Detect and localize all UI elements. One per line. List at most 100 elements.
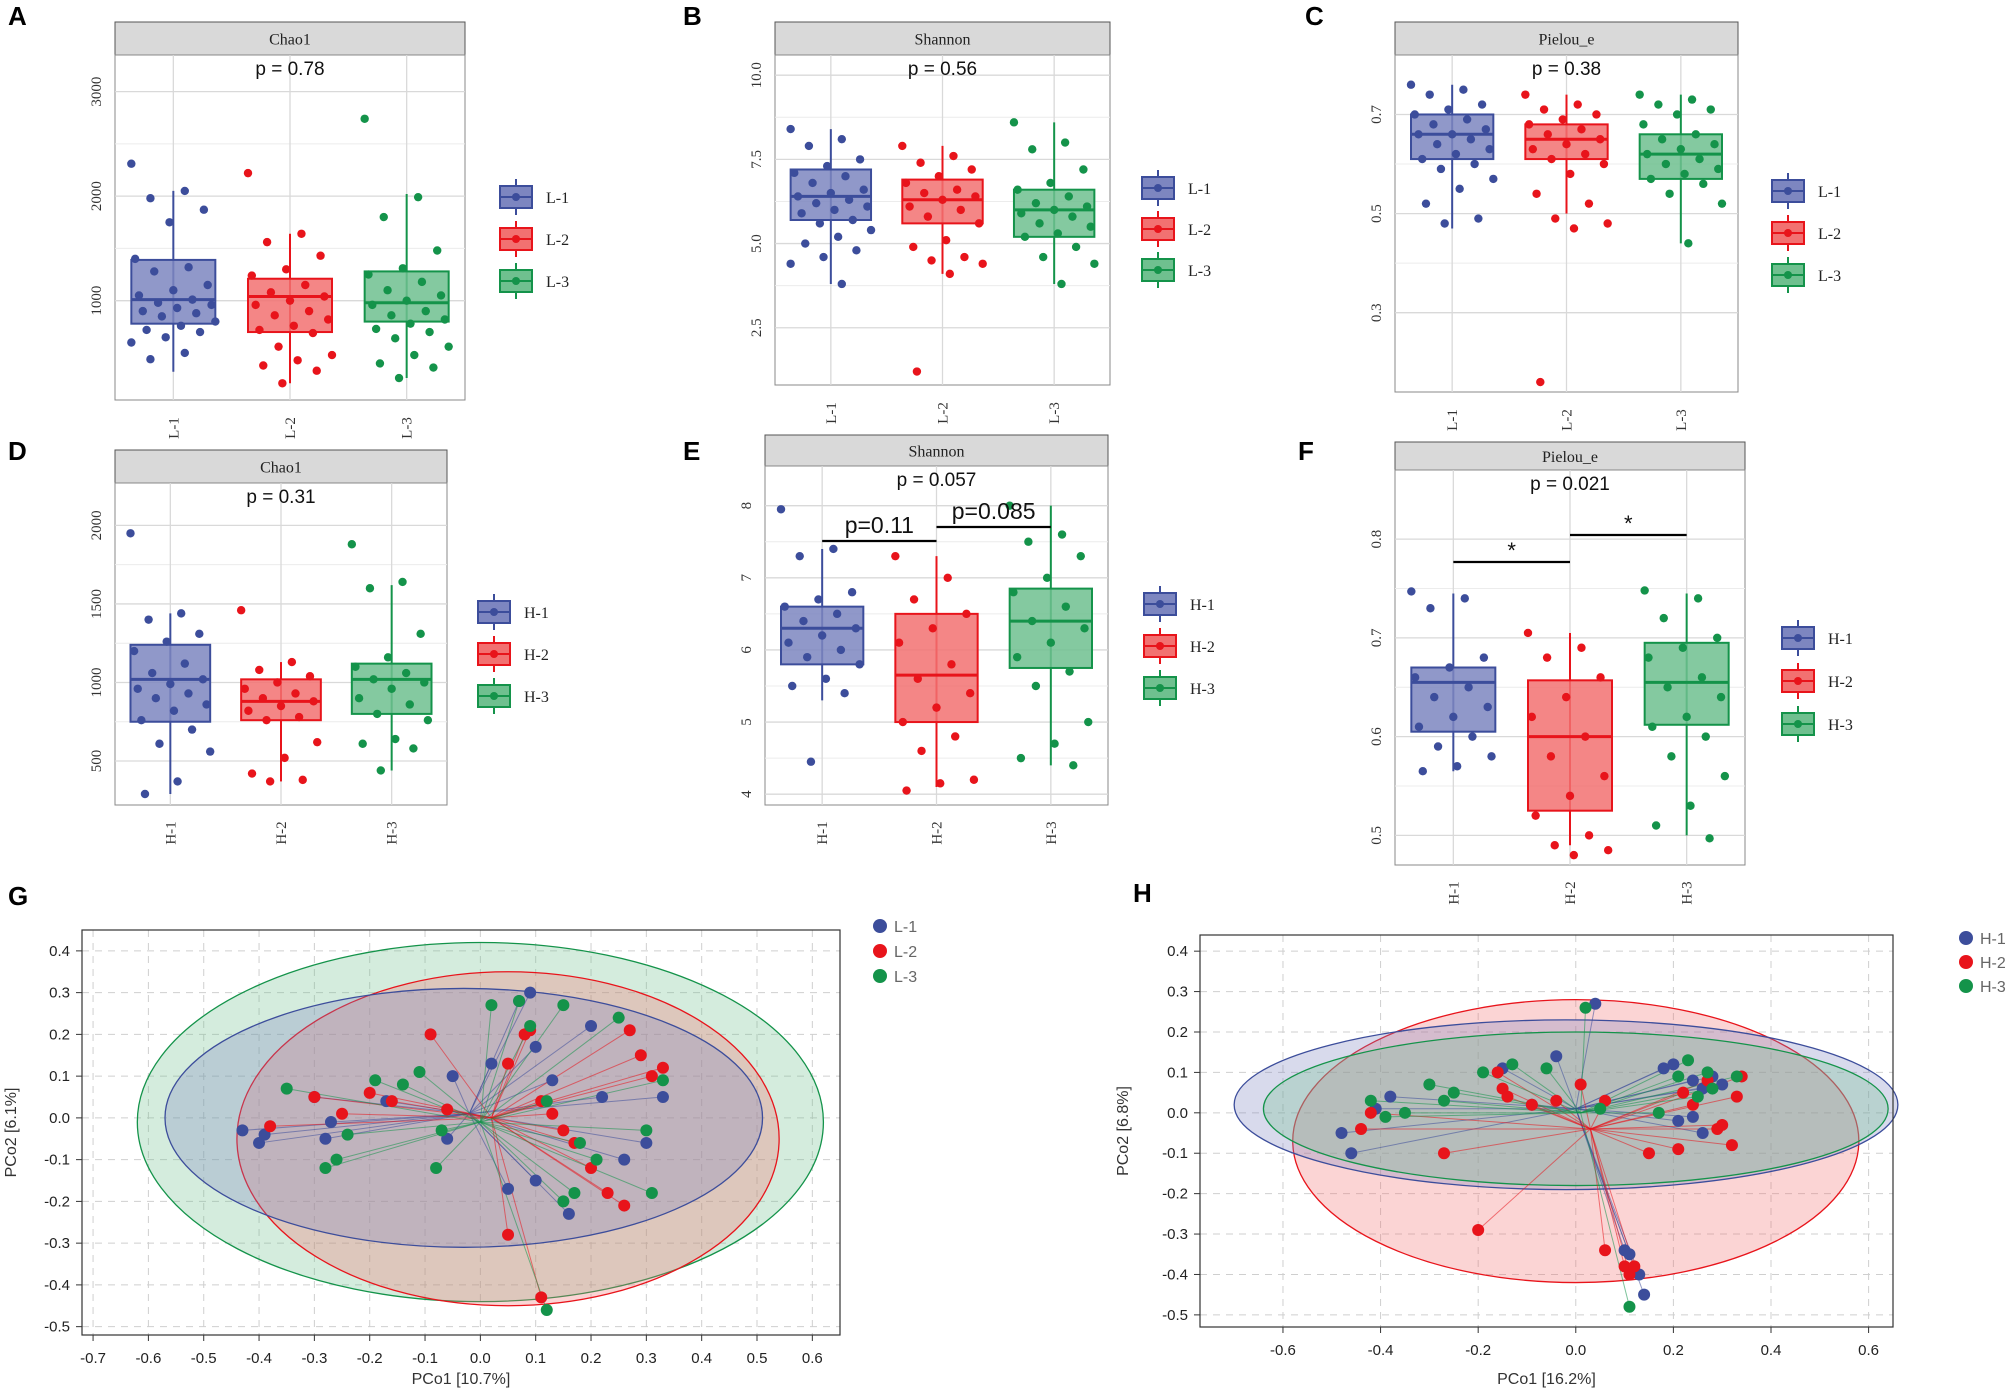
y-tick-label: -0.3 [44,1235,70,1252]
legend-label: L-2 [894,944,917,961]
x-tick-label: L-3 [400,417,416,439]
data-point [1423,1078,1436,1091]
data-point [1536,377,1545,387]
data-point [297,229,306,238]
spoke-line [491,1075,653,1119]
data-point [1594,1102,1607,1115]
data-point [795,551,804,561]
data-point [291,689,300,698]
legend-label: H-3 [524,689,549,706]
y-tick-label: 8 [739,502,755,510]
legend-dot [512,235,520,243]
y-tick-label: -0.1 [1162,1145,1188,1162]
data-point [866,225,876,235]
data-point [618,1199,631,1212]
data-point [1561,692,1571,702]
data-point [413,1065,426,1078]
box [247,277,333,334]
data-point [1012,652,1022,662]
data-point [273,678,282,687]
data-point [364,270,373,279]
data-point [1565,791,1575,801]
y-tick-label: 0.5 [1369,204,1385,223]
spoke-line [441,1121,481,1131]
spoke-line [1370,1100,1581,1114]
legend: L-1 L-2 L-3 [499,179,569,299]
data-point [1716,1078,1729,1091]
data-point [1057,530,1067,539]
data-point [127,159,136,168]
legend-item-l-1: L-1 [1771,173,1841,209]
legend-label: L-1 [1188,181,1211,198]
data-point [905,202,914,211]
data-point [830,205,839,215]
data-point [913,674,922,683]
data-point [130,254,140,264]
spoke-line [1589,1128,1606,1251]
points-h-1 [126,529,215,799]
data-point [1086,222,1095,231]
data-point [1065,667,1074,676]
spoke-line [264,1113,470,1136]
data-point [821,674,831,683]
legend-dot [1959,955,1973,969]
data-point [1654,100,1663,109]
legend: L-1 L-2 L-3 [1771,173,1841,293]
data-point [1642,149,1652,159]
facet-strip [1394,441,1746,471]
data-point [826,188,836,198]
data-point [1713,633,1722,643]
spoke-line [1590,1080,1708,1130]
data-point [1028,145,1037,154]
data-point [952,185,962,194]
box-h-2 [240,662,322,782]
data-point [259,361,268,370]
data-point [485,999,498,1012]
data-point [1686,1110,1699,1123]
legend-label: H-1 [1828,631,1853,648]
data-point [387,311,396,320]
data-point [898,717,908,727]
data-point [368,300,377,310]
data-point [247,271,257,280]
data-point [1543,130,1552,139]
data-point [1596,673,1605,682]
data-point [129,646,139,656]
data-point [1068,212,1077,221]
data-point [1652,1106,1665,1119]
data-point [1410,673,1420,682]
x-tick-label: L-2 [936,402,952,424]
legend-dot [1794,720,1802,728]
data-point [1432,140,1442,149]
data-point [162,637,171,646]
panel-letter: D [8,436,27,466]
data-point [863,202,872,211]
data-point [369,1074,382,1087]
data-point [324,1116,337,1129]
data-point [365,584,375,593]
data-point [169,286,178,295]
data-point [568,1187,581,1200]
data-point [1672,1114,1685,1127]
data-point [1686,1074,1699,1087]
data-point [837,134,846,144]
data-point [502,1057,515,1070]
data-point [596,1091,609,1104]
spoke-line [342,1113,492,1119]
points-l-2 [1521,90,1612,387]
data-point [398,264,408,273]
data-point [898,141,907,151]
data-point [969,775,979,784]
legend-dot [512,193,520,201]
data-point [385,1095,398,1108]
data-point [1599,159,1609,169]
spoke-line [1443,1100,1581,1114]
data-point [1379,1110,1392,1123]
spoke-line [479,1121,548,1311]
data-point [793,192,803,201]
data-point [289,321,299,330]
p-value-label: p = 0.38 [1532,59,1601,80]
data-point [1364,1094,1377,1107]
data-point [786,124,795,134]
spoke-line [1590,1128,1733,1146]
